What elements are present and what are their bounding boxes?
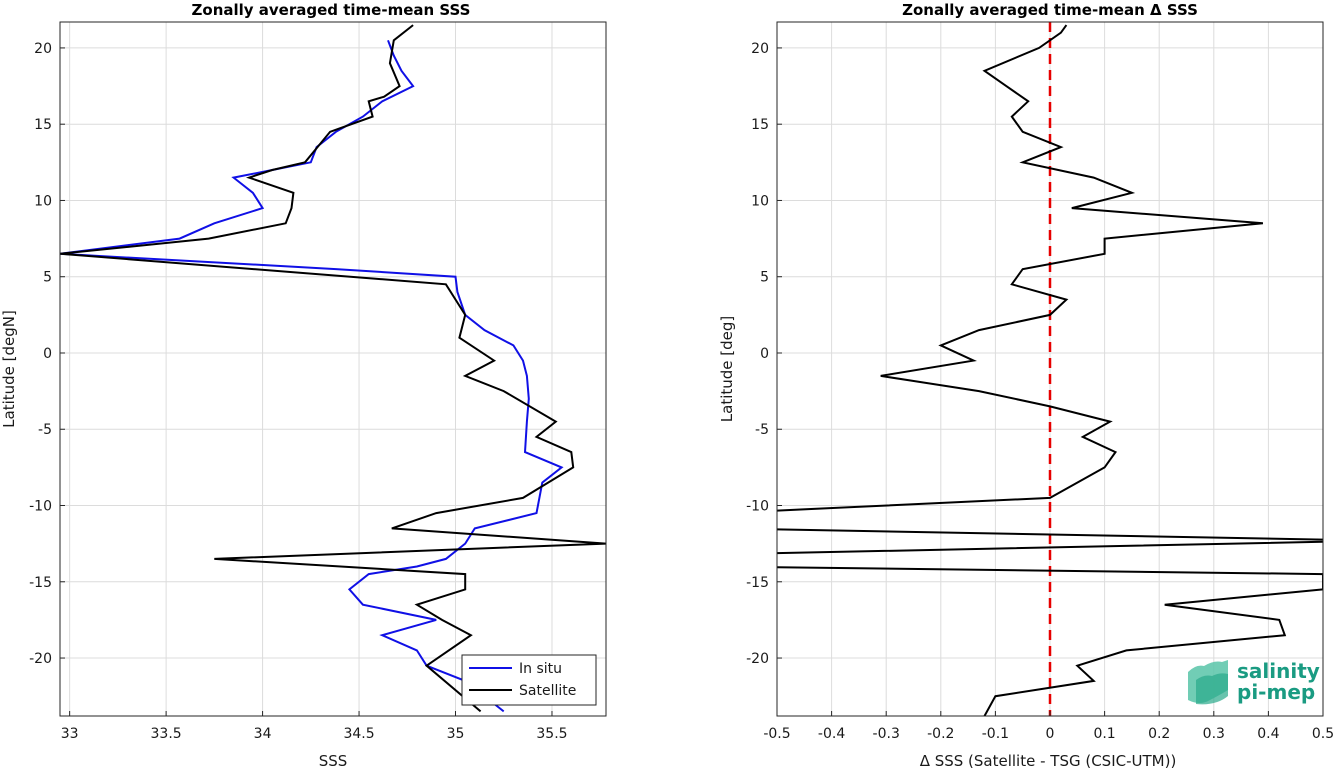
x-tick-label: -0.3 xyxy=(873,726,900,742)
tick-labels: -0.5 -0.4 -0.3 -0.2 -0.1 0 0.1 0.2 0.3 0.4 0.5 20 15… xyxy=(746,41,1334,742)
y-tick-label: -10 xyxy=(29,499,52,515)
y-tick-label: 20 xyxy=(751,41,769,57)
y-tick-label: 15 xyxy=(34,117,52,133)
y-tick-label: 10 xyxy=(34,193,52,209)
x-tick-label: 0.5 xyxy=(1312,726,1334,742)
legend-label-satellite: Satellite xyxy=(519,683,576,699)
y-tick-label: -5 xyxy=(38,422,52,438)
y-tick-label: 5 xyxy=(43,270,52,286)
x-tick-label: -0.2 xyxy=(927,726,954,742)
series-line-delta-sss xyxy=(777,24,1323,716)
sss-panel: Zonally averaged time-mean SSS 33 33.5 34 3… xyxy=(0,1,607,769)
x-tick-label: -0.1 xyxy=(982,726,1009,742)
series-line-in-situ xyxy=(60,39,564,713)
series-group xyxy=(777,24,1323,716)
logo-wave-icon-shade xyxy=(1196,673,1228,705)
y-tick-label: 20 xyxy=(34,41,52,57)
logo-line-2: pi-mep xyxy=(1237,680,1315,704)
x-tick-label: 34.5 xyxy=(343,726,374,742)
y-tick-label: -10 xyxy=(746,499,769,515)
delta-sss-panel: Zonally averaged time-mean Δ SSS -0.5 -0.… xyxy=(718,1,1334,769)
x-tick-label: 0.2 xyxy=(1148,726,1170,742)
x-tick-label: 35 xyxy=(447,726,465,742)
series-group xyxy=(60,24,606,713)
x-tick-label: 0.1 xyxy=(1093,726,1115,742)
series-line-satellite xyxy=(60,24,606,713)
x-tick-label: 0.4 xyxy=(1257,726,1279,742)
plot-frame xyxy=(59,21,607,717)
y-tick-label: -20 xyxy=(746,651,769,667)
x-tick-label: 35.5 xyxy=(536,726,567,742)
grid-lines xyxy=(60,22,606,716)
y-axis-label: Latitude [deg] xyxy=(718,316,736,422)
x-tick-label: 34 xyxy=(254,726,272,742)
x-tick-label: -0.4 xyxy=(818,726,845,742)
y-tick-label: -15 xyxy=(746,575,769,591)
chart-title: Zonally averaged time-mean Δ SSS xyxy=(902,1,1198,19)
tick-labels: 33 33.5 34 34.5 35 35.5 20 15 10 5 0 -5 -10 -15 -20 xyxy=(29,41,567,742)
y-tick-label: -20 xyxy=(29,651,52,667)
chart-title: Zonally averaged time-mean SSS xyxy=(192,1,471,19)
y-tick-label: 0 xyxy=(43,346,52,362)
y-tick-label: 10 xyxy=(751,193,769,209)
x-tick-label: 33 xyxy=(61,726,79,742)
y-tick-label: 0 xyxy=(760,346,769,362)
logo-line-1: salinity xyxy=(1237,659,1320,683)
x-axis-label: SSS xyxy=(319,752,348,769)
y-tick-label: -15 xyxy=(29,575,52,591)
legend: In situ Satellite xyxy=(461,654,597,706)
x-tick-label: 0.3 xyxy=(1203,726,1225,742)
x-tick-label: 0 xyxy=(1046,726,1055,742)
y-tick-label: 5 xyxy=(760,270,769,286)
y-axis-label: Latitude [degN] xyxy=(0,310,18,428)
x-tick-label: 33.5 xyxy=(151,726,182,742)
y-tick-label: 15 xyxy=(751,117,769,133)
y-tick-label: -5 xyxy=(755,422,769,438)
legend-box xyxy=(461,654,597,706)
x-axis-label: Δ SSS (Satellite - TSG (CSIC-UTM)) xyxy=(920,752,1177,769)
salinity-pi-mep-logo: salinity pi-mep xyxy=(1188,659,1320,705)
legend-label-in-situ: In situ xyxy=(519,661,562,677)
x-tick-label: -0.5 xyxy=(763,726,790,742)
